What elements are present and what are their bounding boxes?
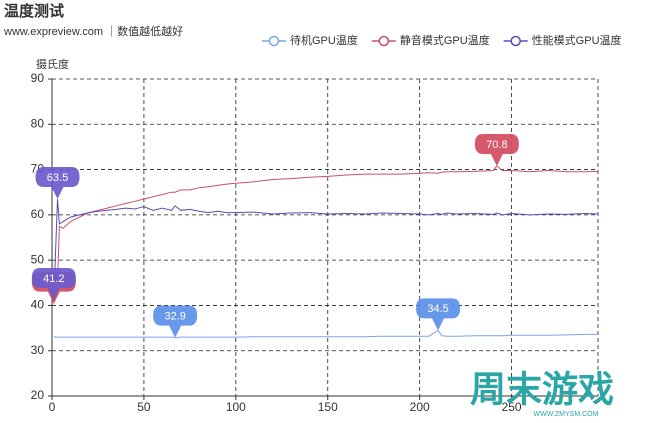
mark-point: 34.5	[416, 298, 461, 331]
series-line	[53, 198, 599, 301]
mark-label: 34.5	[427, 303, 448, 315]
y-tick-label: 30	[31, 343, 45, 357]
x-tick-label: 200	[410, 400, 430, 414]
legend-label: 静音模式GPU温度	[400, 33, 490, 47]
chart-subtitle: www.expreview.com ｜数值越低越好	[3, 24, 183, 38]
x-tick-label: 50	[137, 400, 151, 414]
y-tick-label: 50	[31, 252, 45, 266]
mark-point: 70.8	[474, 133, 519, 166]
watermark-sub: WWW.ZMYSM.COM	[534, 411, 599, 418]
chart-title: 温度测试	[4, 2, 64, 20]
series-line	[53, 329, 598, 339]
mark-point: 41.2	[31, 267, 76, 300]
mark-label: 70.8	[486, 139, 507, 151]
y-tick-label: 80	[31, 116, 45, 130]
legend-icon	[268, 35, 280, 47]
mark-label: 32.9	[164, 310, 185, 322]
mark-balloon	[416, 298, 461, 331]
y-tick-label: 20	[31, 388, 45, 402]
mark-balloon	[35, 167, 80, 200]
mark-balloon	[153, 305, 198, 338]
x-tick-label: 150	[318, 400, 338, 414]
mark-point: 32.9	[153, 305, 198, 338]
x-tick-label: 250	[502, 400, 522, 414]
series-line	[53, 165, 599, 304]
x-tick-label: 100	[226, 400, 246, 414]
watermark: 周末游戏	[470, 369, 614, 410]
legend-icon	[510, 35, 521, 47]
mark-label: 63.5	[47, 172, 68, 184]
y-tick-label: 90	[31, 71, 45, 85]
legend-label: 待机GPU温度	[290, 33, 358, 47]
legend-label: 性能模式GPU温度	[532, 33, 622, 47]
y-tick-label: 60	[31, 207, 45, 221]
mark-point: 63.5	[35, 167, 80, 200]
mark-balloon	[474, 133, 519, 166]
mark-label: 41.2	[43, 273, 64, 285]
y-axis-label: 摄氏度	[36, 57, 69, 71]
x-tick-label: 0	[49, 400, 56, 414]
legend-icon	[378, 35, 390, 47]
mark-balloon	[31, 267, 76, 300]
y-tick-label: 40	[31, 298, 45, 312]
